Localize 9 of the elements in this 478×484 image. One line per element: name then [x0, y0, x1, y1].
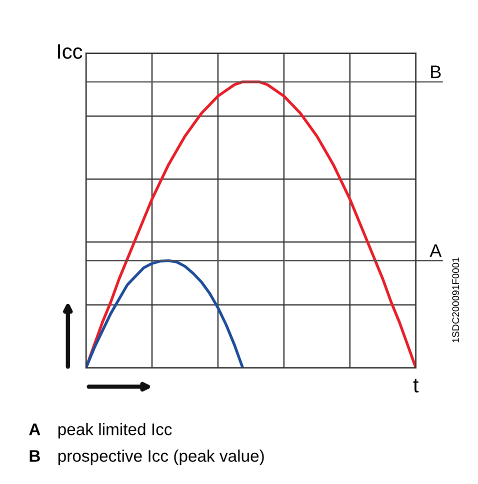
ref-line-label: B	[431, 66, 441, 78]
text: B	[30, 450, 40, 462]
text: prospective Icc (peak value)	[58, 450, 264, 466]
y-axis-title: Icc	[58, 44, 82, 59]
x-axis-title: t	[413, 378, 419, 393]
ref-line-label: A	[430, 244, 442, 257]
text: A	[29, 424, 40, 436]
text: 1SDC200091F0001	[452, 258, 460, 342]
text: peak limited Icc	[58, 422, 172, 439]
